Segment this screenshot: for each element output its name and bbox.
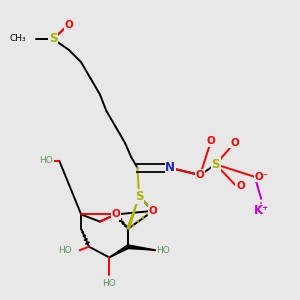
Text: K⁺: K⁺ xyxy=(254,204,269,218)
Text: N: N xyxy=(165,161,175,174)
Text: HO: HO xyxy=(39,156,53,165)
Text: S: S xyxy=(212,158,220,171)
Text: S: S xyxy=(49,32,57,46)
Text: CH₃: CH₃ xyxy=(10,34,26,43)
Text: O⁻: O⁻ xyxy=(255,172,269,182)
Polygon shape xyxy=(109,245,129,257)
Text: O: O xyxy=(111,209,120,220)
Text: O: O xyxy=(207,136,215,146)
Text: O: O xyxy=(64,20,73,30)
Text: HO: HO xyxy=(156,246,170,255)
Text: O: O xyxy=(196,170,204,180)
Polygon shape xyxy=(128,245,156,250)
Text: HO: HO xyxy=(103,279,116,288)
Polygon shape xyxy=(127,196,139,229)
Text: O: O xyxy=(236,181,245,191)
Text: O: O xyxy=(149,206,158,216)
Text: S: S xyxy=(135,190,143,203)
Text: O: O xyxy=(230,138,239,148)
Text: HO: HO xyxy=(58,246,72,255)
